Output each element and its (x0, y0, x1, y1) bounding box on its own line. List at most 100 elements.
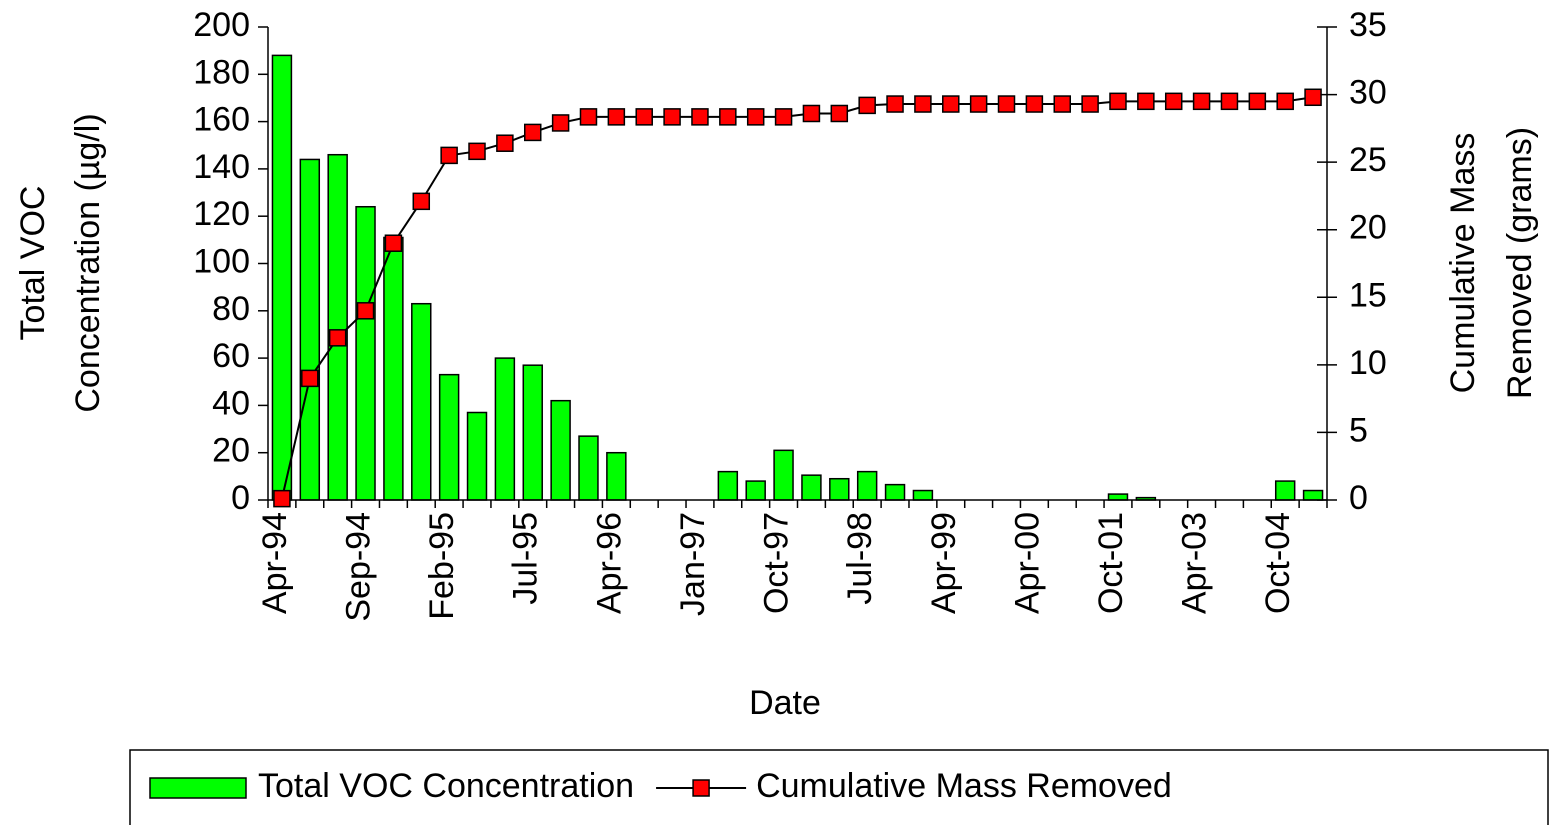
marker (942, 95, 960, 113)
y2-axis-title: Removed (grams) (1501, 127, 1539, 399)
bar (271, 54, 293, 501)
y-axis-title: Total VOC (14, 186, 52, 341)
marker (496, 134, 514, 152)
x-tick-label: Jan-97 (674, 512, 712, 616)
marker (301, 369, 319, 388)
bar (912, 489, 934, 501)
marker (663, 108, 681, 126)
y2-tick-label: 35 (1349, 6, 1387, 44)
y-tick-label: 200 (193, 6, 250, 44)
y-axis-title: Concentration (µg/l) (69, 113, 107, 412)
marker (635, 108, 653, 126)
y-tick-label: 180 (193, 53, 250, 91)
bar (856, 470, 878, 501)
marker (719, 108, 737, 126)
legend-swatch (149, 777, 247, 799)
bar (1107, 493, 1129, 501)
bar (884, 483, 906, 501)
bar (550, 399, 571, 501)
y-tick-label: 40 (212, 384, 250, 422)
bar (411, 302, 432, 501)
marker (914, 95, 932, 113)
bar (801, 474, 822, 501)
bar (1302, 489, 1324, 501)
marker (1248, 92, 1267, 111)
x-tick-label: Apr-99 (925, 512, 963, 614)
marker (886, 95, 904, 113)
x-tick-label: Apr-00 (1008, 512, 1046, 614)
y2-tick-label: 30 (1349, 74, 1387, 112)
y-tick-label: 80 (212, 290, 250, 328)
legend-label: Total VOC Concentration (258, 767, 634, 805)
marker (858, 96, 876, 115)
marker (746, 108, 765, 126)
marker (969, 95, 988, 113)
marker (1053, 95, 1071, 113)
marker (1137, 92, 1155, 111)
y2-axis-title: Cumulative Mass (1444, 133, 1482, 394)
marker (1220, 92, 1239, 111)
x-tick-label: Oct-97 (758, 512, 796, 614)
x-tick-label: Jul-98 (841, 512, 879, 605)
bar (438, 373, 460, 501)
marker (1025, 95, 1044, 113)
x-tick-label: Apr-03 (1176, 512, 1214, 614)
bar (717, 470, 739, 501)
marker (412, 192, 431, 211)
marker (1164, 92, 1183, 111)
marker (579, 108, 598, 126)
y-tick-label: 0 (231, 479, 250, 517)
y-tick-label: 100 (193, 242, 250, 280)
marker (607, 108, 626, 126)
y-tick-label: 160 (193, 101, 250, 139)
bar (1274, 480, 1296, 501)
line (280, 96, 1314, 499)
bar (355, 205, 376, 501)
x-tick-label: Oct-01 (1092, 512, 1130, 614)
x-axis-title: Date (749, 684, 821, 722)
x-tick-label: Jul-95 (507, 512, 545, 605)
marker (1109, 92, 1127, 111)
marker (830, 104, 849, 123)
marker (1192, 92, 1211, 111)
bar (327, 153, 348, 501)
bar (578, 435, 599, 501)
marker (691, 108, 709, 126)
marker (1304, 88, 1322, 107)
bar (773, 449, 794, 501)
y-tick-label: 120 (193, 195, 250, 233)
bar (383, 236, 404, 501)
bar (829, 477, 850, 501)
legend-label: Cumulative Mass Removed (756, 767, 1172, 805)
y-tick-label: 60 (212, 337, 250, 375)
x-tick-label: Sep-94 (340, 512, 378, 622)
marker (524, 123, 542, 142)
marker (440, 146, 458, 165)
bar (299, 158, 321, 501)
legend-swatch (692, 779, 710, 797)
y2-tick-label: 25 (1349, 141, 1387, 179)
marker (356, 302, 375, 320)
marker (328, 329, 347, 347)
marker (273, 489, 291, 508)
bar (494, 357, 516, 501)
bar (466, 411, 488, 501)
y2-tick-label: 15 (1349, 276, 1387, 314)
y2-tick-label: 20 (1349, 209, 1387, 247)
x-tick-label: Oct-04 (1259, 512, 1297, 614)
marker (997, 95, 1016, 113)
bar (606, 451, 627, 501)
y2-tick-label: 5 (1349, 411, 1368, 449)
y2-tick-label: 0 (1349, 479, 1368, 517)
marker (1276, 92, 1294, 111)
bar (522, 364, 543, 501)
marker (774, 108, 793, 126)
marker (468, 142, 486, 161)
x-tick-label: Feb-95 (423, 512, 461, 620)
y-tick-label: 140 (193, 148, 250, 186)
legend-box (129, 749, 1549, 825)
y-tick-label: 20 (212, 432, 250, 470)
marker (802, 104, 821, 123)
marker (384, 234, 403, 252)
bar (745, 480, 766, 501)
